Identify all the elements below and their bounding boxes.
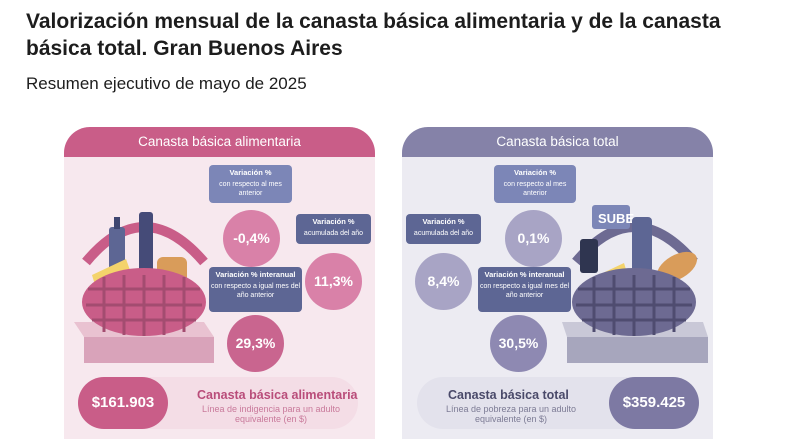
cbt-monthly-desc: con respecto al mes anterior	[503, 181, 567, 197]
cba-summary-title: Canasta básica alimentaria	[197, 388, 358, 402]
page-subtitle: Resumen ejecutivo de mayo de 2025	[26, 74, 307, 93]
cbt-yearly-label: Variación % interanual con respecto a ig…	[478, 267, 571, 312]
cba-monthly-desc: con respecto al mes anterior	[219, 181, 282, 197]
cba-accumulated-desc: acumulada del año	[303, 230, 364, 237]
cbt-accumulated-desc: acumulada del año	[413, 230, 474, 237]
cbt-accumulated-variation: 8,4%	[415, 253, 472, 310]
cbt-monthly-title: Variación %	[513, 168, 557, 177]
cbt-yearly-variation: 30,5%	[490, 315, 547, 372]
cba-accumulated-label: Variación % acumulada del año	[296, 214, 371, 244]
cba-monthly-variation: -0,4%	[223, 210, 280, 267]
cba-panel: Canasta básica alimentaria Variación % c…	[64, 127, 375, 439]
cba-accumulated-variation: 11,3%	[305, 253, 362, 310]
cba-price: $161.903	[78, 377, 168, 429]
food-basket-illustration	[74, 212, 214, 363]
cbt-accumulated-label: Variación % acumulada del año	[406, 214, 481, 244]
page-title: Valorización mensual de la canasta básic…	[26, 10, 721, 60]
cbt-price: $359.425	[609, 377, 699, 429]
cba-yearly-title: Variación % interanual	[215, 270, 296, 279]
cba-panel-heading: Canasta básica alimentaria	[64, 127, 375, 157]
cbt-summary-title: Canasta básica total	[448, 388, 569, 402]
goods-basket-illustration: SUBE	[562, 205, 708, 363]
cbt-yearly-desc: con respecto a igual mes del año anterio…	[479, 283, 570, 299]
cbt-panel-heading: Canasta básica total	[402, 127, 713, 157]
cba-yearly-variation: 29,3%	[227, 315, 284, 372]
cba-monthly-label: Variación % con respecto al mes anterior	[209, 165, 292, 203]
cba-yearly-label: Variación % interanual con respecto a ig…	[209, 267, 302, 312]
cba-accumulated-title: Variación %	[312, 217, 355, 226]
cbt-accumulated-title: Variación %	[422, 217, 465, 226]
cbt-summary-desc: Línea de pobreza para un adulto equivale…	[445, 404, 577, 424]
cba-yearly-desc: con respecto a igual mes del año anterio…	[210, 283, 301, 299]
cbt-yearly-title: Variación % interanual	[484, 270, 565, 279]
cbt-monthly-label: Variación % con respecto al mes anterior	[494, 165, 576, 203]
sube-card-label: SUBE	[598, 211, 634, 226]
cba-summary-desc: Línea de indigencia para un adulto equiv…	[201, 404, 341, 424]
cbt-monthly-variation: 0,1%	[505, 210, 562, 267]
cba-monthly-title: Variación %	[229, 168, 272, 177]
